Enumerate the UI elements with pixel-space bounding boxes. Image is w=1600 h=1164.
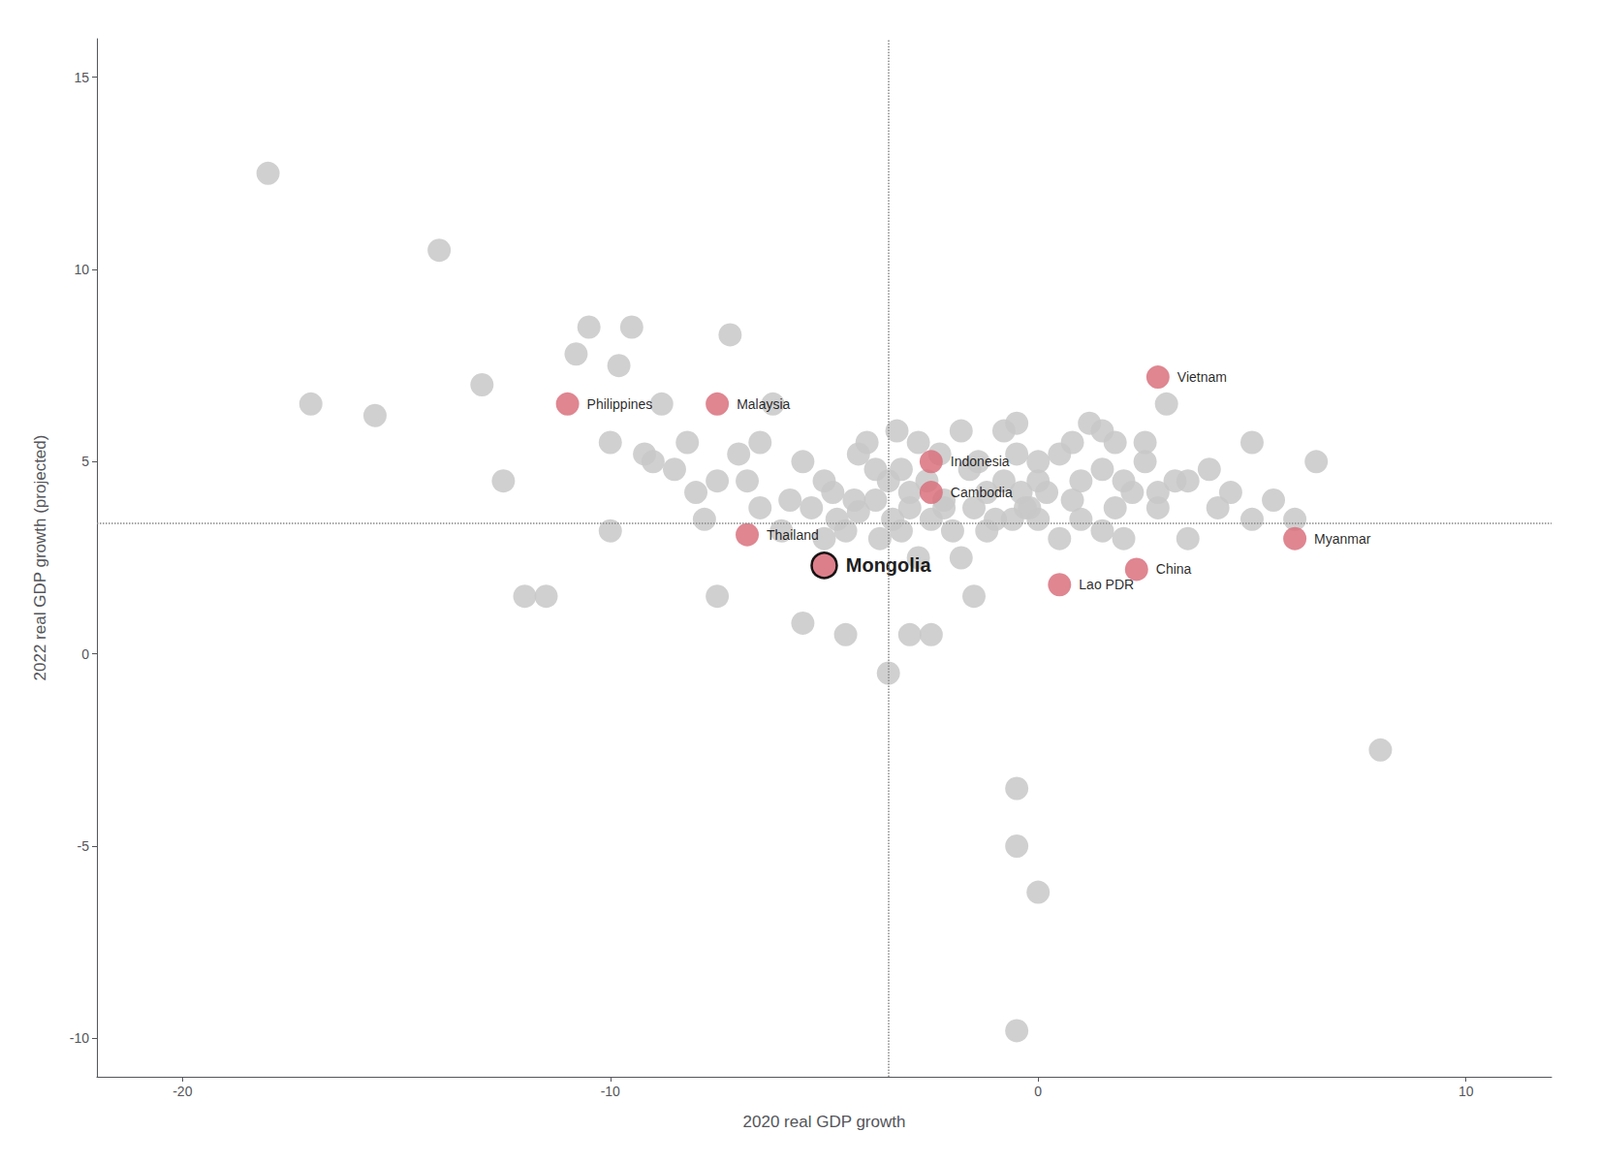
svg-text:Philippines: Philippines xyxy=(587,396,654,412)
svg-text:-10: -10 xyxy=(69,1030,90,1046)
svg-text:Malaysia: Malaysia xyxy=(736,396,790,412)
svg-text:-20: -20 xyxy=(172,1083,192,1099)
svg-text:China: China xyxy=(1156,561,1193,577)
svg-text:Cambodia: Cambodia xyxy=(950,484,1013,501)
svg-text:15: 15 xyxy=(73,69,90,86)
svg-text:Thailand: Thailand xyxy=(766,527,819,543)
svg-text:2022 real GDP growth (projecte: 2022 real GDP growth (projected) xyxy=(31,435,50,682)
svg-text:Indonesia: Indonesia xyxy=(950,453,1010,470)
svg-text:Mongolia: Mongolia xyxy=(845,554,931,577)
svg-text:2020 real GDP growth: 2020 real GDP growth xyxy=(743,1112,907,1131)
svg-text:-5: -5 xyxy=(77,838,91,854)
svg-text:0: 0 xyxy=(81,646,90,662)
svg-text:5: 5 xyxy=(81,453,90,470)
svg-text:0: 0 xyxy=(1034,1083,1042,1099)
svg-text:10: 10 xyxy=(73,261,90,278)
svg-text:Myanmar: Myanmar xyxy=(1314,531,1372,547)
svg-text:-10: -10 xyxy=(600,1083,621,1099)
svg-text:10: 10 xyxy=(1458,1083,1475,1099)
svg-text:Vietnam: Vietnam xyxy=(1177,369,1227,385)
svg-text:Lao PDR: Lao PDR xyxy=(1078,576,1134,593)
